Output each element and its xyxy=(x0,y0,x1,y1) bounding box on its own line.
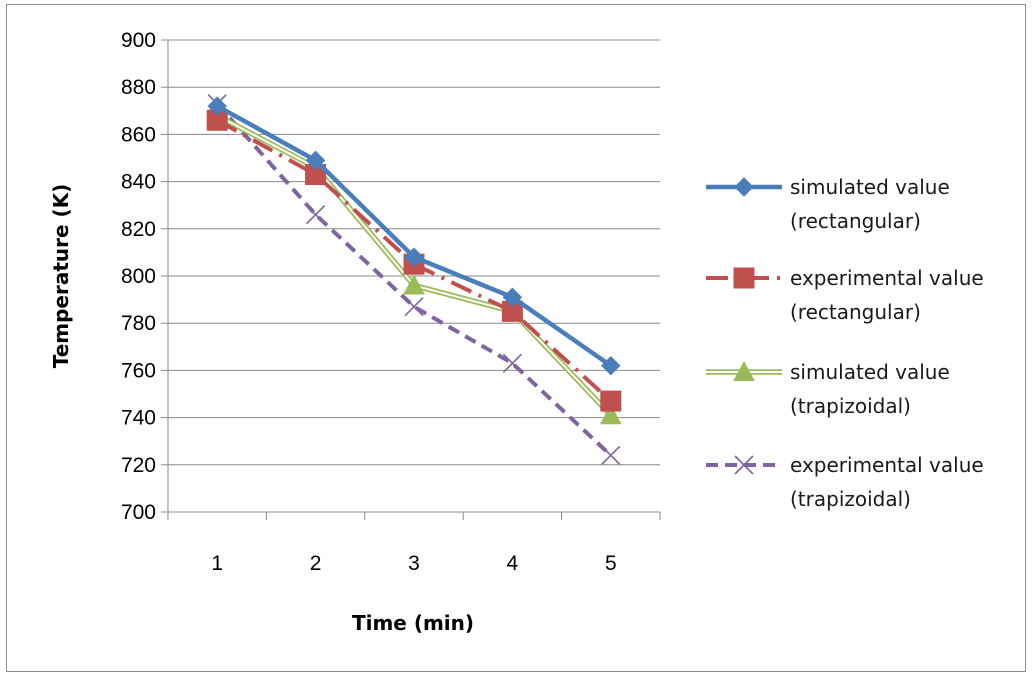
data-point xyxy=(599,404,622,425)
data-point xyxy=(600,390,622,412)
x-axis-title: Time (min) xyxy=(352,611,474,635)
x-marker-stroke xyxy=(502,353,522,373)
data-point xyxy=(305,150,326,171)
y-tick-label: 800 xyxy=(121,265,156,288)
legend-entry-2: experimental value (rectangular) xyxy=(706,266,984,324)
y-tick-label: 740 xyxy=(121,407,156,430)
legend-label: simulated value xyxy=(790,175,950,199)
legend-marker xyxy=(733,267,755,289)
legend-marker xyxy=(734,177,754,197)
x-tick-labels: 1 2 3 4 5 xyxy=(211,552,616,575)
data-point xyxy=(502,353,522,373)
legend-marker xyxy=(733,360,755,381)
series-layer xyxy=(206,94,622,465)
data-point xyxy=(601,445,621,465)
y-tick-label: 760 xyxy=(121,359,156,382)
y-axis-title: Temperature (K) xyxy=(49,184,73,369)
series-1 xyxy=(207,96,621,376)
legend-label: (trapizoidal) xyxy=(790,394,911,418)
legend-entry-3: simulated value (trapizoidal) xyxy=(706,360,950,418)
data-point xyxy=(601,355,621,376)
data-point xyxy=(404,297,424,317)
x-marker-stroke xyxy=(734,455,754,475)
gridlines xyxy=(161,39,660,513)
data-point xyxy=(502,287,523,307)
legend-label: (trapizoidal) xyxy=(790,487,911,511)
series-line xyxy=(216,118,613,403)
data-point xyxy=(404,247,424,267)
data-point xyxy=(306,205,326,225)
axes xyxy=(167,40,661,520)
y-tick-label: 840 xyxy=(121,171,156,194)
legend-label: (rectangular) xyxy=(790,300,921,324)
x-marker-stroke xyxy=(404,297,424,317)
legend-label: experimental value xyxy=(790,453,984,477)
x-tick-label: 3 xyxy=(408,552,420,575)
y-tick-label: 900 xyxy=(121,29,156,52)
legend-label: (rectangular) xyxy=(790,209,921,233)
y-tick-label: 880 xyxy=(121,76,156,99)
series-line xyxy=(215,102,613,457)
data-point xyxy=(207,96,227,116)
legend-label: experimental value xyxy=(790,266,984,290)
legend-entry-4: experimental value (trapizoidal) xyxy=(706,453,984,511)
y-tick-label: 820 xyxy=(121,218,156,241)
x-tick-label: 2 xyxy=(310,552,322,575)
y-tick-label: 720 xyxy=(121,454,156,477)
x-tick-label: 4 xyxy=(507,552,519,575)
x-tick-label: 1 xyxy=(211,552,223,575)
y-tick-label: 860 xyxy=(121,123,156,146)
y-tick-labels: 700 720 740 760 780 800 820 840 860 880 900 xyxy=(121,29,156,524)
legend-marker xyxy=(734,455,754,475)
y-tick-label: 780 xyxy=(121,312,156,335)
data-point xyxy=(403,274,425,295)
x-marker-stroke xyxy=(306,205,326,225)
chart-frame xyxy=(6,4,1026,672)
y-tick-label: 700 xyxy=(121,501,156,524)
legend-entry-1: simulated value (rectangular) xyxy=(706,175,950,233)
legend: simulated value(rectangular)experimental… xyxy=(706,175,984,511)
x-marker-stroke xyxy=(601,445,621,465)
legend-label: simulated value xyxy=(790,360,950,384)
x-tick-label: 5 xyxy=(605,552,617,575)
